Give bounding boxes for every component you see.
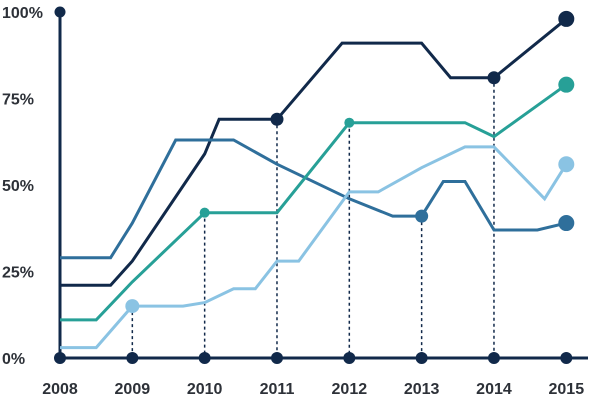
x-tick-dot-2011 (270, 352, 283, 364)
x-tick-dot-2015 (560, 352, 573, 364)
chart-axes (54, 6, 588, 364)
tick-labels: 2008 2009 2010 2011 2012 2013 2014 2015 0% 25% 50%… (2, 5, 584, 398)
x-tick-label-2011: 2011 (260, 381, 295, 398)
series-line-1 (60, 17, 568, 287)
y-tick-label-100: 100% (2, 5, 43, 22)
y-tick-label-0: 0% (2, 351, 25, 368)
x-tick-label-2012: 2012 (332, 381, 368, 398)
series-marker-3-2010 (199, 207, 210, 218)
x-tick-dot-2009 (126, 352, 139, 364)
series-end-marker-2 (558, 215, 575, 232)
series-end-marker-1 (558, 10, 575, 27)
series-line-3 (60, 83, 568, 322)
y-tick-label-75: 75% (2, 92, 34, 109)
y-tick-label-25: 25% (2, 265, 34, 282)
y-tick-label-50: 50% (2, 178, 34, 195)
x-tick-dot-2013 (415, 352, 428, 364)
x-tick-dot-2014 (487, 352, 500, 364)
series-marker-3-2012 (344, 117, 355, 128)
series-line-2 (60, 138, 567, 260)
series-marker-4-2009 (125, 299, 140, 314)
x-tick-label-2013: 2013 (404, 381, 440, 398)
y-axis-end-dot (54, 6, 66, 18)
series-marker-1-2011 (270, 112, 284, 126)
x-tick-dot-2008 (54, 352, 66, 364)
series-end-marker-3 (558, 76, 575, 93)
x-tick-label-2009: 2009 (115, 381, 151, 398)
chart-series (60, 10, 575, 350)
dashed-guide-lines (131, 77, 495, 358)
series-marker-2-2013 (415, 209, 429, 223)
series-end-marker-4 (558, 156, 575, 173)
x-tick-label-2010: 2010 (187, 381, 223, 398)
series-marker-1-2014 (487, 71, 501, 85)
x-tick-label-2014: 2014 (476, 381, 512, 398)
x-tick-label-2008: 2008 (42, 381, 78, 398)
series-line-4 (60, 145, 568, 350)
x-tick-label-2015: 2015 (549, 381, 585, 398)
